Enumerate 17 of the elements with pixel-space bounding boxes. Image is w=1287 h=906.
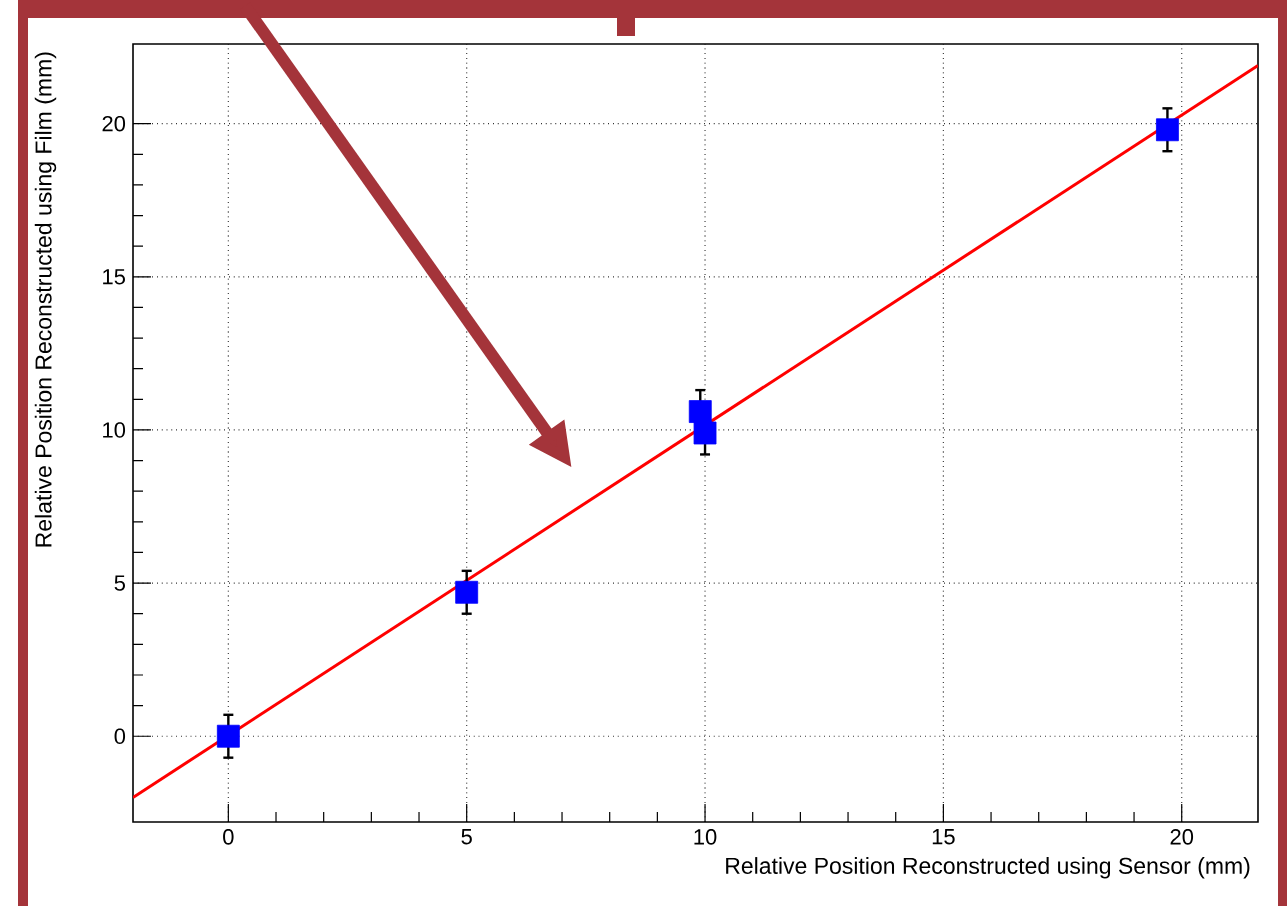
point <box>216 724 240 748</box>
y-axis-title: Relative Position Reconstructed using Film (mm) <box>34 52 57 547</box>
y-tick-label: 15 <box>103 269 125 285</box>
x-axis-title: Relative Position Reconstructed using Sensor (mm) <box>726 857 1250 879</box>
x-tick-label: 5 <box>461 829 472 845</box>
y-tick-label: 10 <box>103 422 126 438</box>
y-tick-label: 20 <box>102 115 126 132</box>
point <box>688 400 712 423</box>
x-tick-label: 20 <box>1170 829 1194 845</box>
x-tick-label: 15 <box>932 829 955 845</box>
y-tick-label: 0 <box>114 728 126 745</box>
point <box>455 580 479 604</box>
point <box>693 421 717 445</box>
point <box>1156 118 1179 142</box>
y-tick-label: 5 <box>114 575 125 591</box>
x-tick-label: 10 <box>694 829 717 845</box>
x-tick-label: 0 <box>223 829 234 845</box>
